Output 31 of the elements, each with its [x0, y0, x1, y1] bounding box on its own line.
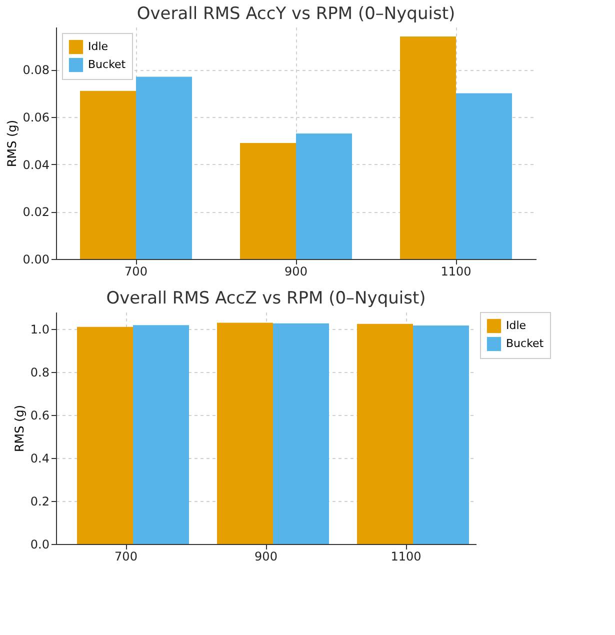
x-tick-label: 700 [114, 550, 138, 564]
y-tick-label: 0.04 [22, 158, 50, 172]
chart-title: Overall RMS AccY vs RPM (0–Nyquist) [136, 4, 456, 24]
chart-title: Overall RMS AccZ vs RPM (0–Nyquist) [106, 288, 426, 308]
y-tick-label: 0.06 [22, 110, 50, 124]
y-tick-label: 0.00 [22, 252, 50, 266]
bar [240, 143, 296, 259]
y-tick-label: 0.2 [30, 494, 50, 509]
y-tick-label: 0.0 [30, 538, 50, 552]
x-tick-label: 900 [254, 550, 278, 564]
y-tick-label: 0.02 [22, 205, 50, 220]
x-tick-label: 900 [284, 264, 308, 278]
bar [400, 36, 456, 259]
y-tick-label: 1.0 [30, 322, 50, 337]
x-tick-label: 700 [124, 264, 148, 278]
y-axis-title: RMS (g) [12, 404, 26, 452]
y-tick-label: 0.8 [30, 366, 50, 380]
bar [456, 93, 512, 259]
y-tick-label: 0.08 [22, 63, 50, 78]
x-tick-label: 1100 [440, 264, 472, 278]
y-axis-title: RMS (g) [4, 120, 19, 168]
legend-label: Bucket [88, 58, 126, 71]
bar [80, 90, 136, 259]
legend-label: Idle [506, 319, 526, 332]
bar [296, 134, 352, 259]
legend-label: Idle [88, 40, 108, 53]
y-tick-label: 0.4 [30, 452, 50, 466]
bar [136, 76, 192, 259]
y-tick-label: 0.6 [30, 408, 50, 423]
x-tick-label: 1100 [390, 550, 422, 564]
legend-label: Bucket [506, 337, 544, 350]
